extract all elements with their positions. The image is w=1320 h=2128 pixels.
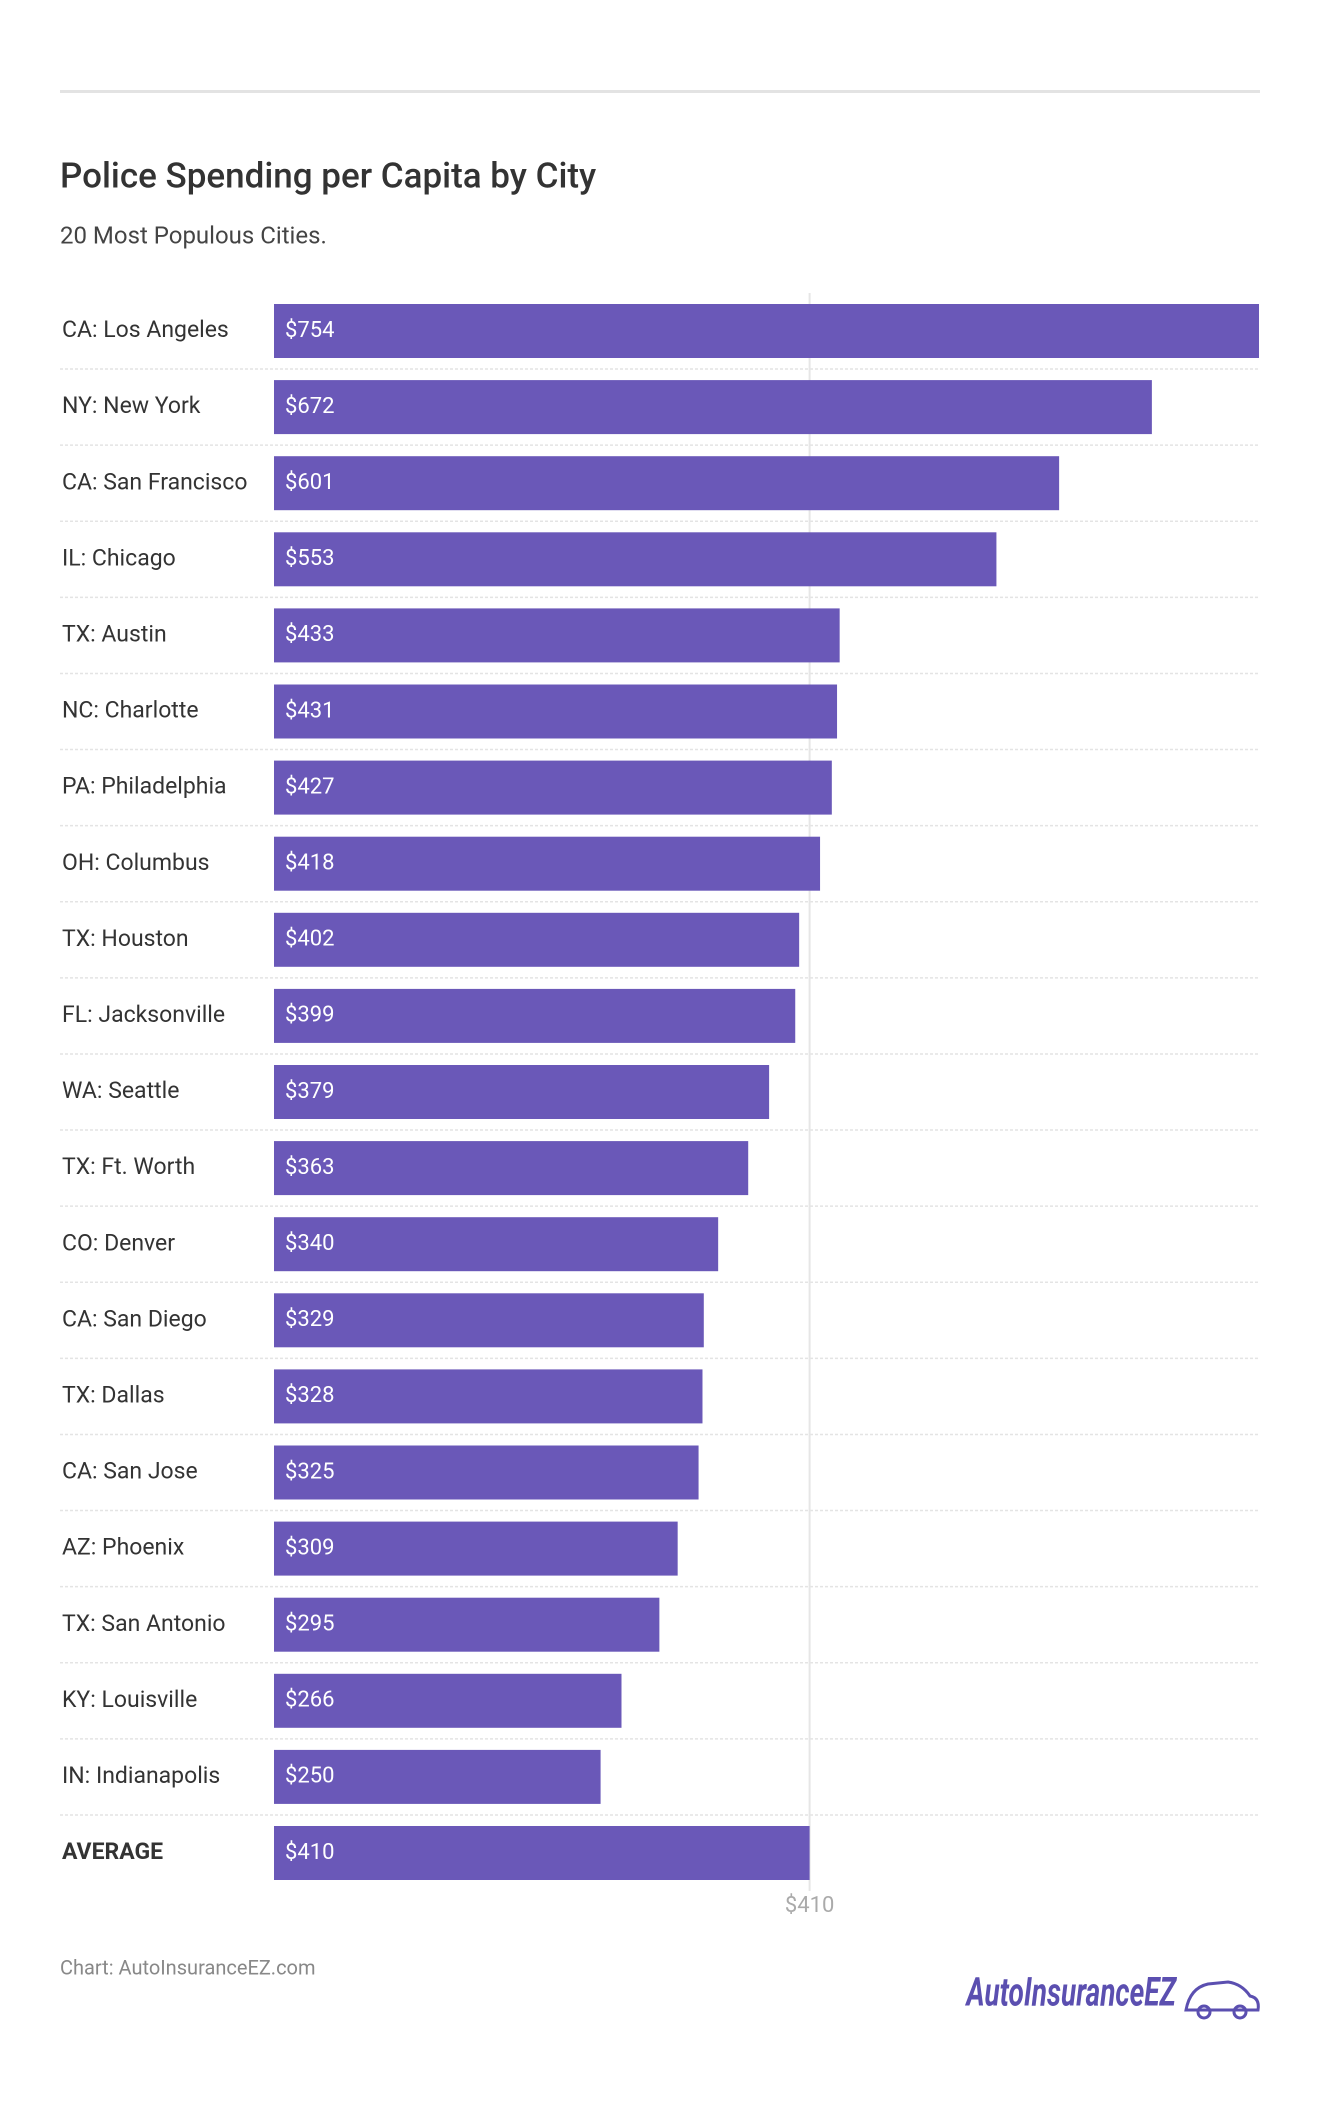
data-label: $431 — [285, 698, 334, 723]
logo-car — [1184, 1980, 1260, 2012]
bar — [274, 608, 840, 663]
logo: AutoInsuranceEZ — [965, 1970, 1260, 2020]
bar — [274, 684, 838, 739]
bar — [274, 1369, 703, 1424]
bar — [274, 1749, 601, 1804]
bar — [274, 456, 1060, 511]
top-rule — [60, 90, 1260, 93]
y-tick-label: AZ: Phoenix — [62, 1534, 184, 1561]
y-tick-label: TX: Ft. Worth — [62, 1153, 195, 1180]
y-tick-label: CO: Denver — [62, 1229, 175, 1256]
bar — [274, 1217, 719, 1272]
data-label: $340 — [285, 1231, 334, 1256]
logo-text: AutoInsuranceEZ — [965, 1970, 1178, 2016]
data-label: $402 — [285, 927, 334, 952]
bar — [274, 1597, 660, 1652]
data-label: $328 — [285, 1383, 334, 1408]
bar — [274, 304, 1259, 358]
y-tick-label: NY: New York — [62, 392, 201, 419]
chart-title: Police Spending per Capita by City — [60, 155, 596, 196]
y-tick-label: WA: Seattle — [62, 1077, 179, 1104]
data-label: $754 — [285, 318, 334, 343]
bar — [274, 380, 1152, 435]
x-tick-label: $410 — [785, 1893, 834, 1918]
data-label: $309 — [285, 1535, 334, 1560]
bar — [274, 760, 832, 815]
data-label: $325 — [285, 1459, 334, 1484]
data-label: $295 — [285, 1612, 334, 1637]
y-tick-label: TX: Houston — [62, 925, 189, 952]
data-label: $399 — [285, 1003, 334, 1028]
data-label: $601 — [285, 470, 334, 495]
data-label: $672 — [285, 394, 334, 419]
logo-wheel — [1196, 2004, 1212, 2020]
data-label: $329 — [285, 1307, 334, 1332]
data-label: $379 — [285, 1079, 334, 1104]
y-tick-label: CA: San Jose — [62, 1458, 198, 1485]
y-tick-label: IN: Indianapolis — [62, 1762, 220, 1789]
bar — [274, 912, 800, 967]
data-label: $418 — [285, 851, 334, 876]
logo-wheel — [1232, 2004, 1248, 2020]
y-tick-label: AVERAGE — [62, 1838, 163, 1865]
data-label: $266 — [285, 1688, 334, 1713]
y-tick-label: TX: San Antonio — [62, 1610, 226, 1637]
bar — [274, 532, 997, 587]
y-tick-label: TX: Austin — [62, 620, 167, 647]
data-label: $250 — [285, 1764, 334, 1789]
chart-subtitle: 20 Most Populous Cities. — [60, 221, 327, 249]
y-tick-label: CA: San Francisco — [62, 468, 247, 495]
y-tick-label: NC: Charlotte — [62, 697, 199, 724]
bar — [274, 1065, 770, 1119]
bar — [274, 1521, 678, 1576]
data-label: $553 — [285, 546, 334, 571]
y-tick-label: CA: San Diego — [62, 1305, 207, 1332]
bar — [274, 836, 821, 891]
data-label: $433 — [285, 622, 334, 647]
y-tick-label: KY: Louisville — [62, 1686, 197, 1713]
source-note: Chart: AutoInsuranceEZ.com — [60, 1955, 316, 1979]
bar — [274, 1826, 810, 1880]
y-tick-label: CA: Los Angeles — [62, 316, 229, 343]
bar — [274, 988, 796, 1043]
y-tick-label: IL: Chicago — [62, 544, 176, 571]
y-tick-label: TX: Dallas — [62, 1381, 165, 1408]
bar — [274, 1293, 704, 1348]
data-label: $363 — [285, 1155, 334, 1180]
y-tick-label: OH: Columbus — [62, 849, 210, 876]
bar — [274, 1673, 622, 1728]
data-label: $427 — [285, 774, 334, 799]
y-tick-label: FL: Jacksonville — [62, 1001, 225, 1028]
bar — [274, 1141, 749, 1196]
data-label: $410 — [285, 1840, 334, 1865]
y-tick-label: PA: Philadelphia — [62, 773, 227, 800]
bar — [274, 1445, 699, 1500]
